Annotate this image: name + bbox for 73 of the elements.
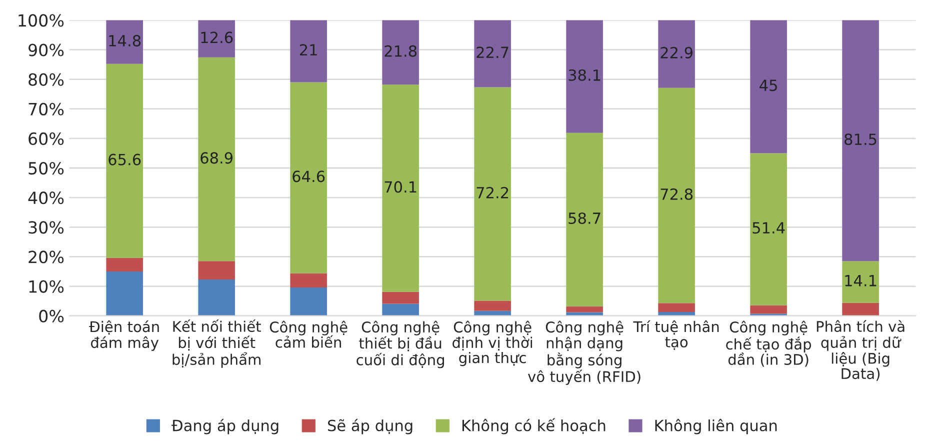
y-tick-label: 30%	[28, 221, 64, 234]
bar	[474, 87, 511, 301]
x-tick-label: Công nghệ cảm biến	[270, 320, 348, 348]
bar	[474, 20, 511, 88]
y-tick-label: 90%	[28, 44, 64, 56]
bar	[842, 20, 879, 262]
bar	[566, 20, 603, 133]
y-tick-label: 0%	[39, 310, 64, 322]
data-label: 70.1	[384, 181, 416, 193]
x-tick-label: Công nghệ thiết bị đầu cuối di động	[356, 320, 444, 368]
data-label: 72.8	[660, 188, 693, 200]
x-tick-label: Phân tích và quản trị dữ liệu (Big Data)	[816, 320, 904, 381]
bar	[658, 303, 695, 312]
x-tick-label: Trí tuệ nhân tạo	[633, 320, 719, 350]
legend-label: Không liên quan	[655, 418, 777, 434]
bar	[566, 132, 603, 306]
bar	[474, 300, 511, 311]
x-tick-label: Điện toán đám mây	[89, 320, 159, 351]
data-label: 14.8	[109, 34, 141, 46]
data-label: 12.6	[201, 32, 233, 44]
bar	[106, 258, 143, 272]
data-label: 22.7	[476, 46, 508, 58]
bar	[198, 279, 235, 316]
y-tick-label: 70%	[28, 102, 64, 116]
bar	[382, 84, 419, 292]
data-label: 21.8	[384, 45, 417, 57]
y-tick-label: 20%	[28, 250, 64, 264]
bar	[290, 273, 327, 288]
bar	[658, 20, 695, 88]
data-label: 72.2	[476, 186, 508, 198]
y-tick-label: 10%	[29, 280, 64, 293]
bar	[290, 287, 327, 316]
data-label: 58.7	[568, 212, 600, 224]
data-label: 21	[300, 44, 317, 56]
bar	[566, 306, 603, 312]
bar	[750, 305, 787, 314]
bar	[198, 20, 235, 58]
y-tick-label: 50%	[28, 162, 64, 175]
bar	[290, 82, 327, 274]
bar	[106, 64, 143, 258]
y-tick-label: 40%	[28, 192, 64, 204]
bar	[750, 153, 787, 306]
bar	[382, 20, 419, 85]
data-label: 64.6	[292, 170, 325, 182]
data-label: 38.1	[568, 69, 600, 81]
bar	[658, 312, 695, 316]
bar	[474, 310, 511, 316]
bar	[382, 304, 419, 316]
bar	[750, 20, 787, 154]
legend-label: Không có kế hoạch	[462, 418, 606, 434]
x-tick-label: Kết nối thiết bị với thiết bị/sản phẩm	[172, 319, 261, 368]
bar	[658, 88, 695, 304]
legend-label: Sẽ áp dụng	[328, 418, 412, 434]
bar	[198, 57, 235, 262]
x-tick-label: Công nghệ chế tạo đắp dần (in 3D)	[726, 320, 812, 367]
data-label: 81.5	[844, 134, 876, 146]
legend-label: Đang áp dụng	[172, 418, 278, 434]
data-label: 14.1	[845, 275, 876, 286]
data-label: 65.6	[108, 154, 141, 166]
y-tick-label: 100%	[18, 14, 64, 27]
data-label: 51.4	[752, 222, 785, 234]
y-tick-label: 60%	[28, 132, 64, 145]
bar	[290, 20, 327, 82]
bar	[382, 292, 419, 304]
bar	[198, 261, 235, 280]
data-label: 68.9	[200, 152, 233, 164]
bar	[106, 20, 143, 64]
data-label: 45	[760, 80, 777, 92]
data-label: 22.9	[660, 46, 692, 58]
bar	[842, 302, 879, 316]
y-tick-label: 80%	[28, 73, 64, 86]
bar	[842, 261, 879, 303]
bar	[106, 271, 143, 316]
